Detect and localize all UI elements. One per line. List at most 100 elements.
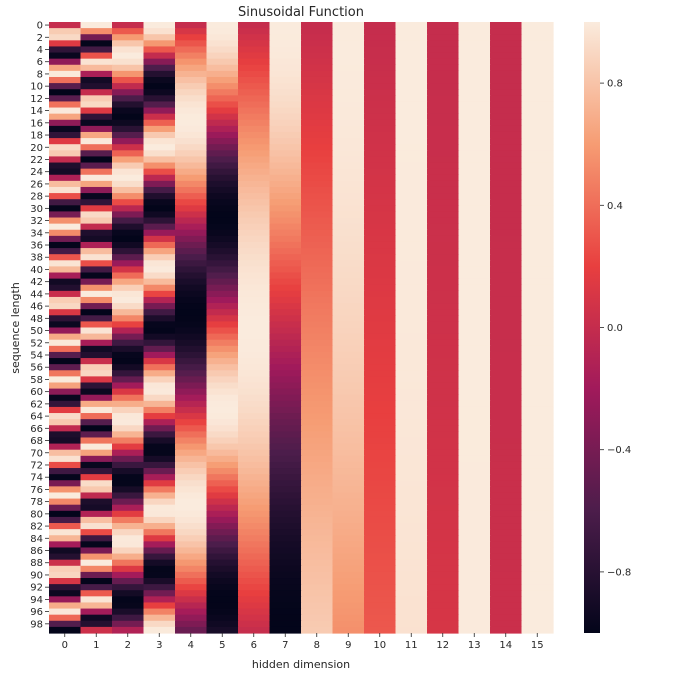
heatmap-cell <box>269 272 302 280</box>
heatmap-cell <box>332 468 365 475</box>
heatmap-cell <box>458 455 491 463</box>
heatmap-cell <box>112 480 145 487</box>
heatmap-cell <box>427 553 460 561</box>
heatmap-cell <box>238 559 271 567</box>
heatmap-cell <box>269 296 302 304</box>
y-tick-label: 14 <box>30 106 43 117</box>
heatmap-cell <box>364 107 397 115</box>
heatmap-cell <box>332 333 365 341</box>
x-tick-label: 5 <box>219 640 225 651</box>
heatmap-cell <box>143 272 176 280</box>
heatmap-cell <box>80 241 113 249</box>
heatmap-cell <box>395 413 428 420</box>
heatmap-cell <box>490 620 523 628</box>
heatmap-cell <box>395 578 428 585</box>
heatmap-cell <box>301 553 334 561</box>
heatmap-cell <box>458 174 491 182</box>
heatmap-cell <box>206 162 239 170</box>
heatmap-cell <box>458 28 491 35</box>
heatmap-cell <box>301 34 334 41</box>
heatmap-cell <box>364 413 397 420</box>
heatmap-cell <box>175 565 208 573</box>
heatmap-cell <box>332 431 365 439</box>
heatmap-cell <box>112 364 145 371</box>
heatmap-cell <box>395 58 428 66</box>
heatmap-cell <box>521 144 554 151</box>
heatmap-cell <box>364 113 397 121</box>
heatmap-cell <box>238 602 271 610</box>
heatmap-cell <box>112 162 145 170</box>
heatmap-cell <box>143 107 176 115</box>
heatmap-cell <box>301 217 334 225</box>
heatmap-cell <box>427 498 460 506</box>
heatmap-cell <box>364 608 397 616</box>
heatmap-cell <box>301 290 334 298</box>
heatmap-cell <box>143 541 176 549</box>
heatmap-cell <box>206 321 239 329</box>
heatmap-cell <box>458 144 491 151</box>
heatmap-cell <box>206 510 239 518</box>
heatmap-cell <box>206 431 239 439</box>
heatmap-cell <box>238 303 271 310</box>
heatmap-cell <box>301 351 334 359</box>
heatmap-cell <box>80 431 113 439</box>
heatmap-cell <box>490 254 523 261</box>
heatmap-cell <box>238 413 271 420</box>
heatmap-cell <box>112 309 145 316</box>
heatmap-cell <box>49 278 82 286</box>
heatmap-cell <box>332 193 365 200</box>
heatmap-cell <box>395 248 428 255</box>
heatmap-cell <box>80 162 113 170</box>
heatmap-cell <box>112 620 145 628</box>
heatmap-cell <box>112 70 145 78</box>
heatmap-cell <box>395 168 428 176</box>
heatmap-cell <box>238 309 271 316</box>
heatmap-cell <box>332 370 365 377</box>
heatmap-cell <box>490 144 523 151</box>
heatmap-cell <box>458 217 491 225</box>
heatmap-cell <box>458 516 491 524</box>
heatmap-cell <box>332 449 365 457</box>
heatmap-cell <box>490 443 523 451</box>
heatmap-cell <box>301 229 334 237</box>
y-tick-label: 70 <box>30 448 43 459</box>
heatmap-cell <box>175 516 208 524</box>
heatmap-cell <box>395 492 428 500</box>
heatmap-cell <box>301 76 334 84</box>
heatmap-cell <box>301 614 334 622</box>
heatmap-cell <box>49 351 82 359</box>
heatmap-cell <box>395 431 428 439</box>
heatmap-cell <box>521 28 554 35</box>
heatmap-cell <box>427 70 460 78</box>
heatmap-cell <box>269 406 302 414</box>
heatmap-cell <box>301 529 334 536</box>
heatmap-cell <box>112 333 145 341</box>
heatmap-cell <box>143 443 176 451</box>
heatmap-cell <box>301 303 334 310</box>
heatmap-cell <box>238 144 271 151</box>
heatmap-cell <box>49 64 82 72</box>
heatmap-cell <box>269 125 302 133</box>
heatmap-cell <box>521 449 554 457</box>
heatmap-cell <box>206 468 239 475</box>
heatmap-cell <box>206 388 239 396</box>
heatmap-cell <box>80 480 113 487</box>
heatmap-cell <box>521 559 554 567</box>
heatmap-cell <box>175 229 208 237</box>
heatmap-cell <box>80 584 113 591</box>
heatmap-cell <box>206 125 239 133</box>
heatmap-cell <box>301 138 334 145</box>
heatmap-cell <box>521 474 554 481</box>
y-tick-label: 30 <box>30 204 43 215</box>
heatmap-cell <box>175 345 208 353</box>
heatmap-cell <box>143 260 176 267</box>
heatmap-cell <box>364 382 397 390</box>
heatmap-cell <box>458 461 491 469</box>
heatmap-cell <box>112 590 145 597</box>
heatmap-cell <box>490 455 523 463</box>
heatmap-cell <box>112 76 145 84</box>
heatmap-cell <box>395 523 428 530</box>
heatmap-cell <box>175 486 208 494</box>
heatmap-cell <box>458 34 491 41</box>
heatmap-cell <box>458 468 491 475</box>
